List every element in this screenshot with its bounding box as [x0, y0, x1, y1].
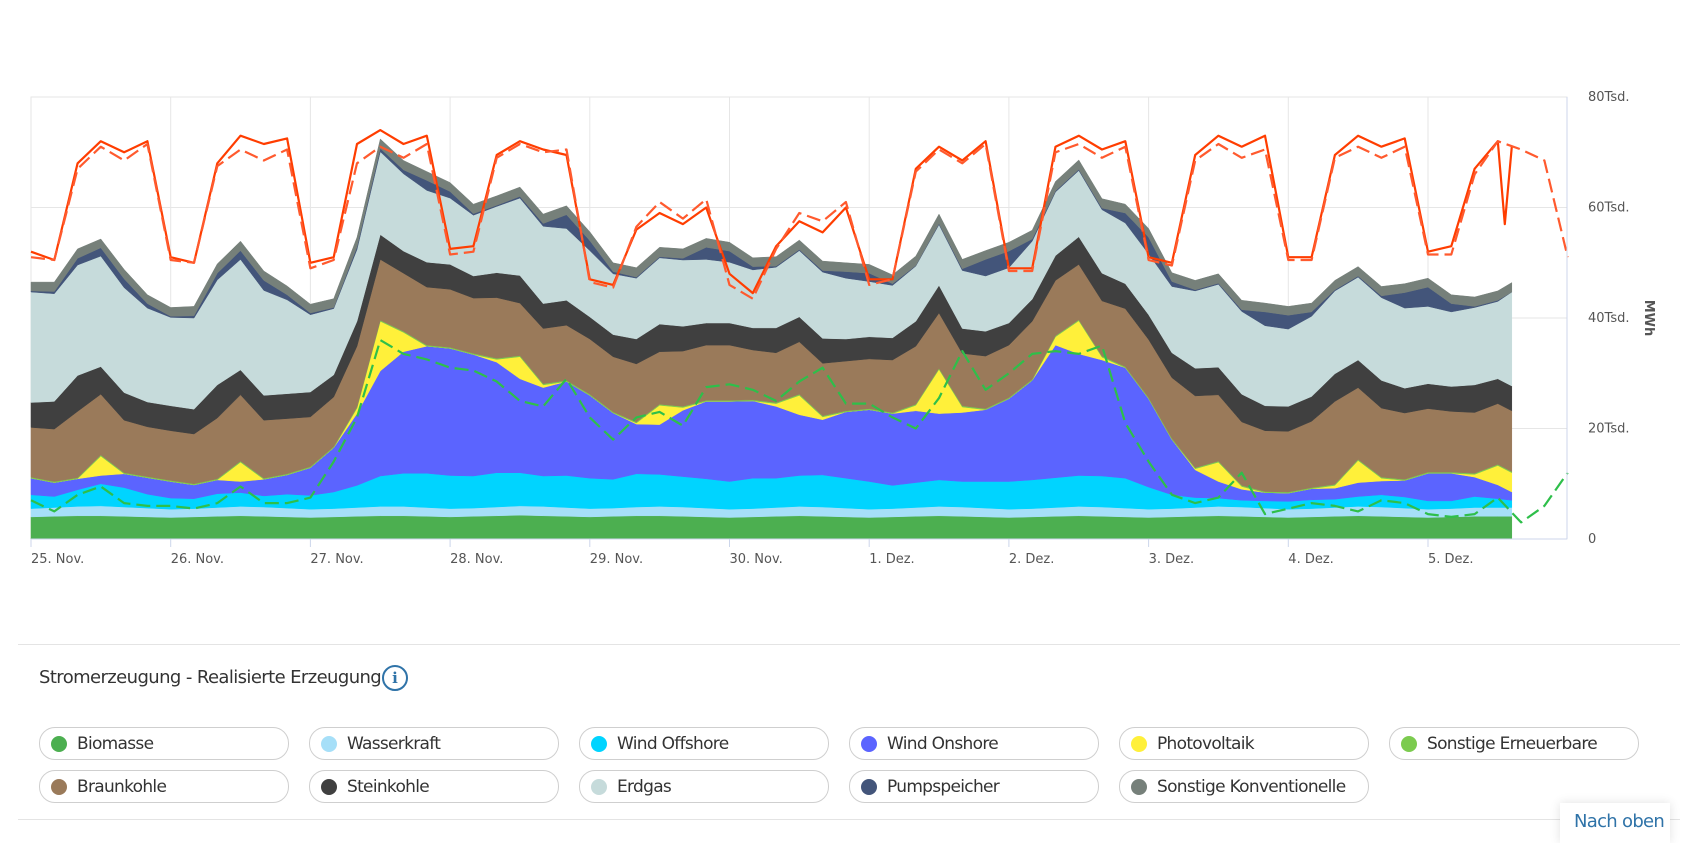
legend-item-pumpspeicher[interactable]: Pumpspeicher — [849, 770, 1099, 803]
legend-label: Erdgas — [617, 776, 672, 797]
x-tick-label: 28. Nov. — [450, 552, 503, 567]
legend-item-biomasse[interactable]: Biomasse — [39, 727, 289, 760]
legend-dot-icon — [321, 778, 337, 795]
stacked-area-chart: 25. Nov. 26. Nov. 27. Nov. 28. Nov. 29. Nov.… — [30, 90, 1656, 567]
legend-label: Braunkohle — [77, 776, 167, 797]
y-axis-title: MWh — [1641, 300, 1656, 337]
legend-dot-icon — [861, 735, 877, 752]
x-tick-label: 1. Dez. — [869, 552, 915, 567]
y-tick-label: 60Tsd. — [1588, 201, 1630, 216]
legend-label: Wind Offshore — [617, 733, 729, 754]
legend-item-wind-offshore[interactable]: Wind Offshore — [579, 727, 829, 760]
legend-label: Photovoltaik — [1157, 733, 1255, 754]
back-to-top-button[interactable]: Nach oben — [1560, 803, 1670, 843]
legend-dot-icon — [861, 778, 877, 795]
legend-label: Sonstige Erneuerbare — [1427, 733, 1598, 754]
legend-dot-icon — [1131, 778, 1147, 795]
line-prognose-stromverbrauch — [30, 140, 1569, 300]
legend-dot-icon — [1131, 735, 1147, 752]
x-tick-label: 29. Nov. — [590, 552, 643, 567]
x-tick-label: 30. Nov. — [730, 552, 783, 567]
x-tick-label: 26. Nov. — [171, 552, 224, 567]
x-tick-label: 2. Dez. — [1009, 552, 1055, 567]
x-tick-label: 25. Nov. — [31, 552, 84, 567]
x-tick-label: 4. Dez. — [1288, 552, 1334, 567]
legend-label: Wind Onshore — [887, 733, 999, 754]
x-tick-label: 3. Dez. — [1149, 552, 1195, 567]
info-icon[interactable]: i — [382, 665, 408, 691]
legend-label: Biomasse — [77, 733, 154, 754]
legend-label: Steinkohle — [347, 776, 430, 797]
legend-label: Sonstige Konventionelle — [1157, 776, 1346, 797]
bottom-separator — [18, 819, 1680, 820]
area-sonstige-konventionelle — [30, 138, 1513, 317]
legend-item-wind-onshore[interactable]: Wind Onshore — [849, 727, 1099, 760]
legend-item-wasserkraft[interactable]: Wasserkraft — [309, 727, 559, 760]
section-title: Stromerzeugung - Realisierte Erzeugung — [39, 667, 382, 688]
legend-item-braunkohle[interactable]: Braunkohle — [39, 770, 289, 803]
y-tick-label: 20Tsd. — [1588, 422, 1630, 437]
legend-dot-icon — [51, 735, 67, 752]
legend-dot-icon — [591, 735, 607, 752]
legend-label: Wasserkraft — [347, 733, 441, 754]
line-residuallast — [30, 339, 1569, 524]
legend-dot-icon — [321, 735, 337, 752]
legend-label: Pumpspeicher — [887, 776, 1000, 797]
top-separator — [18, 644, 1680, 645]
y-tick-label: 80Tsd. — [1588, 90, 1630, 105]
x-axis-ticks: 25. Nov. 26. Nov. 27. Nov. 28. Nov. 29. Nov.… — [30, 539, 1474, 567]
legend-item-steinkohle[interactable]: Steinkohle — [309, 770, 559, 803]
legend-item-sonstige-erneuerbare[interactable]: Sonstige Erneuerbare — [1389, 727, 1639, 760]
legend-dot-icon — [591, 778, 607, 795]
y-tick-label: 0 — [1588, 532, 1596, 547]
y-axis-ticks: 0 20Tsd. 40Tsd. 60Tsd. 80Tsd. — [1588, 90, 1630, 547]
line-stromverbrauch — [30, 129, 1513, 295]
legend-item-erdgas[interactable]: Erdgas — [579, 770, 829, 803]
x-tick-label: 27. Nov. — [310, 552, 363, 567]
legend-dot-icon — [51, 778, 67, 795]
x-tick-label: 5. Dez. — [1428, 552, 1474, 567]
legend-item-sonstige-konventionelle[interactable]: Sonstige Konventionelle — [1119, 770, 1369, 803]
legend-item-photovoltaik[interactable]: Photovoltaik — [1119, 727, 1369, 760]
area-biomasse — [30, 514, 1513, 540]
legend-dot-icon — [1401, 735, 1417, 752]
y-tick-label: 40Tsd. — [1588, 311, 1630, 326]
line-series — [30, 129, 1569, 524]
